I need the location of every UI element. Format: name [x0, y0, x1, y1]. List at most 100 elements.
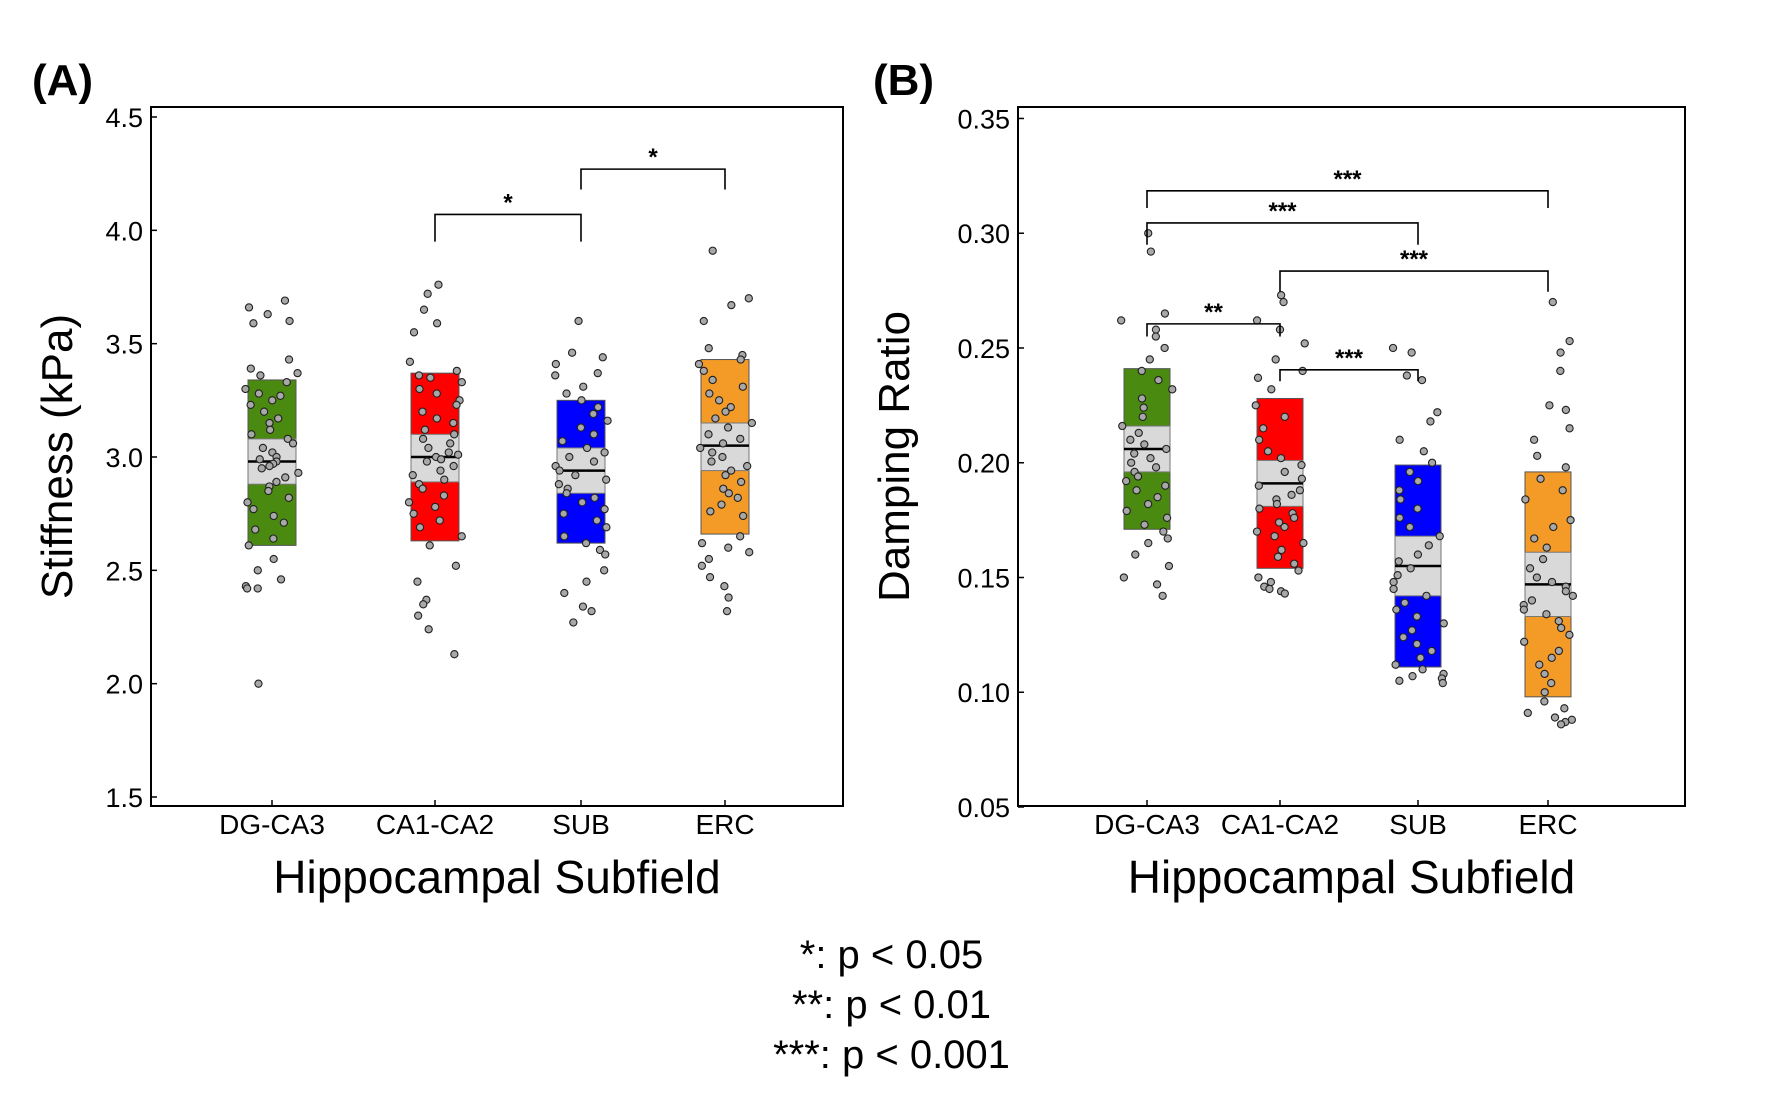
data-point	[1556, 720, 1566, 729]
data-point	[694, 359, 704, 369]
data-point	[592, 516, 602, 525]
data-point	[1529, 435, 1539, 444]
data-point	[1407, 626, 1417, 635]
y-tick-label: 1.5	[105, 783, 143, 813]
data-point	[1295, 486, 1305, 495]
data-point	[551, 371, 560, 380]
data-point	[405, 357, 415, 366]
data-point	[1542, 610, 1551, 619]
data-point	[1413, 550, 1423, 559]
data-point	[707, 457, 716, 466]
data-point	[578, 602, 588, 611]
panel-b: (B) 0.05 0.10 0.15 0.20 0.25 0.30 0.35 Damping R…	[870, 56, 1686, 903]
data-point	[259, 407, 269, 416]
data-point	[244, 303, 254, 312]
data-point	[747, 418, 757, 428]
data-point	[413, 611, 423, 620]
data-point	[1540, 697, 1549, 706]
data-point	[600, 504, 609, 514]
x-tick-label: DG-CA3	[1094, 809, 1200, 840]
data-point	[1400, 598, 1409, 607]
data-point	[1255, 504, 1264, 513]
panel-a: (A) 1.5 2.0 2.5 3.0 3.5 4.0 4.5 Stiffness (kPa) H…	[32, 56, 844, 903]
data-point	[1408, 672, 1417, 681]
data-point	[1561, 587, 1571, 596]
data-point	[451, 561, 461, 570]
data-point	[265, 418, 274, 428]
data-point	[1392, 605, 1401, 614]
data-point	[1538, 554, 1548, 564]
data-point	[255, 455, 264, 464]
data-point	[1391, 660, 1400, 669]
data-point	[1299, 538, 1308, 548]
data-point	[738, 382, 747, 391]
data-point	[718, 452, 727, 462]
data-point	[598, 353, 607, 362]
data-point	[276, 575, 286, 584]
data-point	[419, 305, 429, 314]
data-point	[1159, 527, 1168, 536]
data-point	[1550, 713, 1560, 722]
panel-label: (B)	[873, 56, 934, 105]
data-point	[706, 507, 715, 516]
data-point	[1164, 561, 1174, 571]
data-point	[1287, 490, 1296, 500]
y-tick-label: 0.15	[957, 563, 1010, 593]
data-point	[1566, 515, 1575, 525]
data-point	[724, 489, 733, 498]
data-point	[1276, 453, 1286, 463]
data-point	[293, 368, 302, 378]
data-point	[1547, 653, 1556, 662]
data-point	[1418, 665, 1427, 674]
data-point	[1389, 584, 1398, 594]
data-point	[424, 625, 433, 634]
y-tick-label: 0.05	[957, 793, 1010, 823]
data-point	[574, 316, 583, 326]
data-point	[254, 389, 264, 398]
data-point	[558, 436, 567, 446]
data-point	[1131, 550, 1140, 559]
data-point	[1280, 522, 1289, 532]
data-point	[1407, 348, 1416, 357]
data-point	[1554, 616, 1563, 626]
data-point	[1416, 653, 1425, 662]
data-point	[722, 606, 732, 616]
data-point	[708, 246, 717, 255]
data-point	[1160, 309, 1170, 318]
data-point	[1396, 495, 1405, 504]
data-point	[736, 532, 745, 541]
data-point	[432, 414, 442, 423]
data-point	[603, 416, 612, 425]
data-point	[1439, 619, 1448, 628]
data-point	[1542, 543, 1551, 552]
data-point	[432, 389, 441, 398]
data-point	[1253, 373, 1263, 382]
data-point	[265, 461, 274, 471]
data-point	[724, 593, 733, 602]
y-tick-label: 0.25	[957, 334, 1010, 364]
significance-bracket	[434, 213, 582, 242]
data-point	[1254, 481, 1263, 490]
data-point	[1412, 612, 1422, 621]
significance-label: ***	[1400, 246, 1429, 273]
data-point	[432, 319, 442, 328]
data-point	[1134, 428, 1143, 438]
data-point	[284, 493, 293, 502]
data-point	[418, 484, 427, 493]
data-point	[562, 489, 571, 498]
data-point	[1272, 499, 1282, 509]
data-point	[1417, 375, 1427, 385]
data-point	[1290, 559, 1299, 568]
data-point	[431, 502, 440, 512]
data-point	[1394, 557, 1403, 566]
data-point	[242, 584, 252, 593]
data-point	[582, 577, 591, 586]
data-point	[1252, 527, 1262, 536]
data-point	[269, 511, 278, 521]
data-point	[705, 389, 714, 398]
data-point	[1144, 538, 1153, 548]
data-point	[1121, 476, 1131, 486]
data-point	[435, 516, 444, 525]
data-point	[450, 430, 459, 439]
y-tick-label: 3.0	[105, 443, 143, 473]
